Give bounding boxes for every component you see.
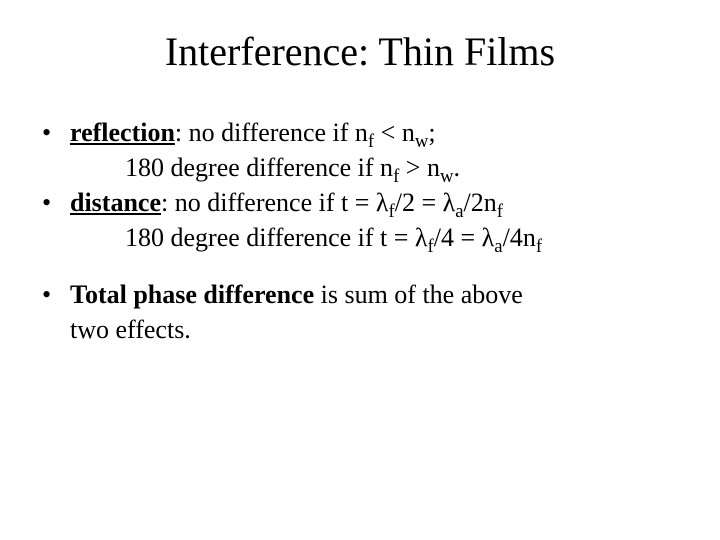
- vertical-spacer: [40, 255, 680, 277]
- bullet-item-reflection: • reflection: no difference if nf < nw;: [40, 115, 680, 150]
- line-1: reflection: no difference if nf < nw;: [70, 115, 680, 150]
- slide-title: Interference: Thin Films: [40, 28, 680, 75]
- line-6-row: two effects.: [40, 312, 680, 347]
- l2-mid: > n: [399, 153, 440, 182]
- line-5: Total phase difference is sum of the abo…: [70, 277, 680, 312]
- slide: Interference: Thin Films • reflection: n…: [0, 0, 720, 540]
- bullet-item-total: • Total phase difference is sum of the a…: [40, 277, 680, 312]
- l4-mid1: /4 = λ: [434, 223, 495, 252]
- l1-sub2: w: [415, 131, 429, 152]
- bullet-dot: •: [40, 115, 70, 150]
- l3-rest: : no difference if t = λ: [161, 188, 389, 217]
- line-2: 180 degree difference if nf > nw.: [70, 150, 680, 185]
- l4-lead: 180 degree difference if t = λ: [125, 223, 428, 252]
- l1-end: ;: [428, 118, 435, 147]
- l1-rest: : no difference if n: [175, 118, 368, 147]
- l3-mid1: /2 = λ: [395, 188, 456, 217]
- l5-rest: is sum of the above: [314, 280, 523, 309]
- bullet-item-distance: • distance: no difference if t = λ f/2 = …: [40, 185, 680, 220]
- l4-sub3: f: [536, 236, 542, 257]
- line-4: 180 degree difference if t = λ f/4 = λa/4…: [70, 220, 680, 255]
- l4-sub2: a: [494, 236, 502, 257]
- bullet-dot: •: [40, 185, 70, 220]
- l3-sub2: a: [455, 201, 463, 222]
- l1-mid: < n: [374, 118, 415, 147]
- bullet-list: • reflection: no difference if nf < nw; …: [40, 115, 680, 348]
- l5-lead: Total phase difference: [70, 280, 314, 309]
- line-2-row: 180 degree difference if nf > nw.: [40, 150, 680, 185]
- l1-lead: reflection: [70, 118, 175, 147]
- l2-end: .: [453, 153, 460, 182]
- l2-sub2: w: [440, 166, 454, 187]
- l3-mid2: /2n: [464, 188, 497, 217]
- line-4-row: 180 degree difference if t = λ f/4 = λa/4…: [40, 220, 680, 255]
- l3-sub3: f: [497, 201, 503, 222]
- bullet-dot: •: [40, 277, 70, 312]
- line-6: two effects.: [70, 312, 680, 347]
- l4-mid2: /4n: [503, 223, 536, 252]
- l2-lead: 180 degree difference if n: [125, 153, 393, 182]
- line-3: distance: no difference if t = λ f/2 = λa…: [70, 185, 680, 220]
- l3-lead: distance: [70, 188, 161, 217]
